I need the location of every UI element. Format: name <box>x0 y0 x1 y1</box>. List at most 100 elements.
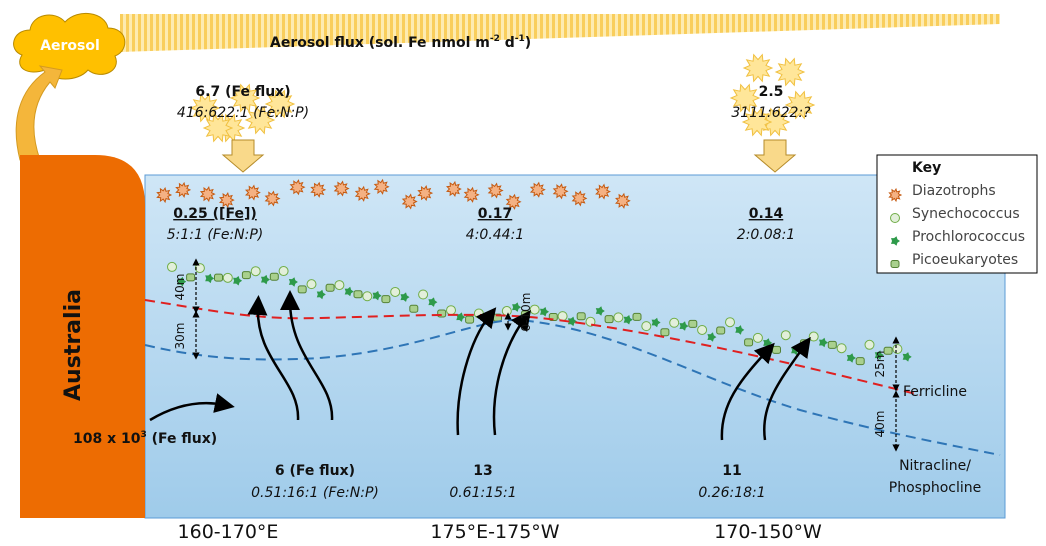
ferricline-label: Ferricline <box>903 384 967 400</box>
key: Key Diazotrophs Synechococcus Prochloroc… <box>876 154 1038 274</box>
diazotroph <box>264 190 281 207</box>
diazotroph <box>888 187 903 203</box>
upwelling-ratio: 0.26:18:1 <box>698 485 765 501</box>
synechococcus <box>306 279 317 290</box>
synechococcus <box>641 321 652 332</box>
picoeukaryote <box>186 273 196 282</box>
iron-value: 0.14 <box>749 206 784 222</box>
synechococcus <box>780 330 791 341</box>
prochlorococcus <box>456 312 466 322</box>
picoeukaryote <box>855 357 865 366</box>
diazotroph <box>175 181 192 198</box>
key-item: Synechococcus <box>912 206 1020 222</box>
region-label: 170-150°W <box>714 521 822 543</box>
prochlorococcus <box>540 307 549 317</box>
picoeukaryote <box>576 312 586 321</box>
aerosol-particle <box>264 89 296 119</box>
text: 108 x 10 <box>73 431 141 447</box>
diazotroph <box>595 183 611 200</box>
prochlorococcus <box>261 274 270 285</box>
aerosol-particle <box>729 83 761 113</box>
prochlorococcus <box>400 292 410 302</box>
picoeukaryote <box>214 273 223 282</box>
synechococcus <box>222 272 233 283</box>
synechococcus <box>362 291 373 302</box>
superscript: -2 <box>490 34 500 44</box>
aerosol-flux-label: Aerosol flux (sol. Fe nmol m-2 d-1) <box>270 34 531 51</box>
synechococcus <box>250 266 261 277</box>
aerosol-particle <box>784 90 816 120</box>
picoeukaryote <box>883 346 893 355</box>
prochlorococcus <box>735 325 745 335</box>
depth-label: 40m <box>173 274 187 301</box>
lateral-flux: 108 x 103 (Fe flux) <box>73 430 217 447</box>
diazotroph <box>505 193 522 210</box>
aerosol-particle <box>244 105 276 135</box>
text: Aerosol flux (sol. Fe nmol m <box>270 35 490 51</box>
iron-value: 0.25 ([Fe]) <box>173 206 257 222</box>
synechococcus <box>808 331 819 342</box>
input-value: 2.5 <box>759 84 784 100</box>
down-arrow <box>221 139 265 173</box>
ocean <box>144 174 1006 519</box>
picoeukaryote <box>465 315 475 324</box>
picoeukaryote <box>688 319 698 328</box>
synechococcus <box>836 343 847 354</box>
picoeukaryote <box>632 312 642 321</box>
upwelling-ratio: 0.61:15:1 <box>449 485 516 501</box>
prochlorococcus <box>428 297 438 307</box>
picoeukaryote <box>772 345 781 354</box>
key-item: Prochlorococcus <box>912 229 1025 245</box>
synechococcus <box>418 289 429 300</box>
prochlorococcus <box>512 302 522 312</box>
synechococcus <box>752 332 763 343</box>
upwelling-value: 11 <box>722 463 741 479</box>
prochlorococcus <box>595 306 605 316</box>
diazotroph <box>529 181 546 198</box>
prochlorococcus <box>819 337 828 348</box>
upwelling-value: 13 <box>473 463 492 479</box>
diazotroph <box>244 184 261 201</box>
diazotroph <box>156 186 173 204</box>
uplift-arrow <box>15 65 63 161</box>
prochlorococcus <box>344 286 354 297</box>
prochlorococcus <box>651 317 661 328</box>
cloud-label: Aerosol <box>40 38 100 54</box>
synechococcus <box>892 343 903 354</box>
prochlorococcus <box>233 276 243 286</box>
key-item: Picoeukaryotes <box>912 252 1018 268</box>
prochlorococcus <box>316 289 326 300</box>
picoeukaryote <box>744 338 754 347</box>
diazotroph <box>401 193 418 210</box>
depth-label: 25m <box>873 351 887 378</box>
prochlorococcus <box>177 276 187 287</box>
picoeukaryote <box>409 304 419 313</box>
iron-ratio: 4:0.44:1 <box>466 227 524 243</box>
prochlorococcus <box>679 321 689 331</box>
diazotroph <box>446 180 462 198</box>
prochlorococcus <box>707 332 717 342</box>
iron-ratio: 5:1:1 (Fe:N:P) <box>167 227 264 243</box>
superscript: -1 <box>515 34 525 44</box>
diazotroph <box>552 183 569 200</box>
picoeukaryote <box>890 260 900 268</box>
key-item: Diazotrophs <box>912 183 996 199</box>
superscript: 3 <box>140 430 146 440</box>
iron-value: 0.17 <box>478 206 513 222</box>
prochlorococcus <box>205 273 215 284</box>
down-arrow <box>753 139 797 173</box>
diazotroph <box>310 181 327 198</box>
region-label: 175°E-175°W <box>430 521 559 543</box>
synechococcus <box>725 317 735 328</box>
diazotroph <box>199 186 216 203</box>
prochlorococcus <box>623 315 633 325</box>
aerosol-cloud: Aerosol <box>13 13 126 80</box>
iron-ratio: 2:0.08:1 <box>737 227 795 243</box>
text: d <box>500 35 515 51</box>
input-ratio: 3111:622:? <box>731 105 811 121</box>
synechococcus <box>446 305 456 316</box>
synechococcus <box>669 317 680 328</box>
input-value: 6.7 (Fe flux) <box>195 84 290 100</box>
synechococcus <box>864 339 875 350</box>
